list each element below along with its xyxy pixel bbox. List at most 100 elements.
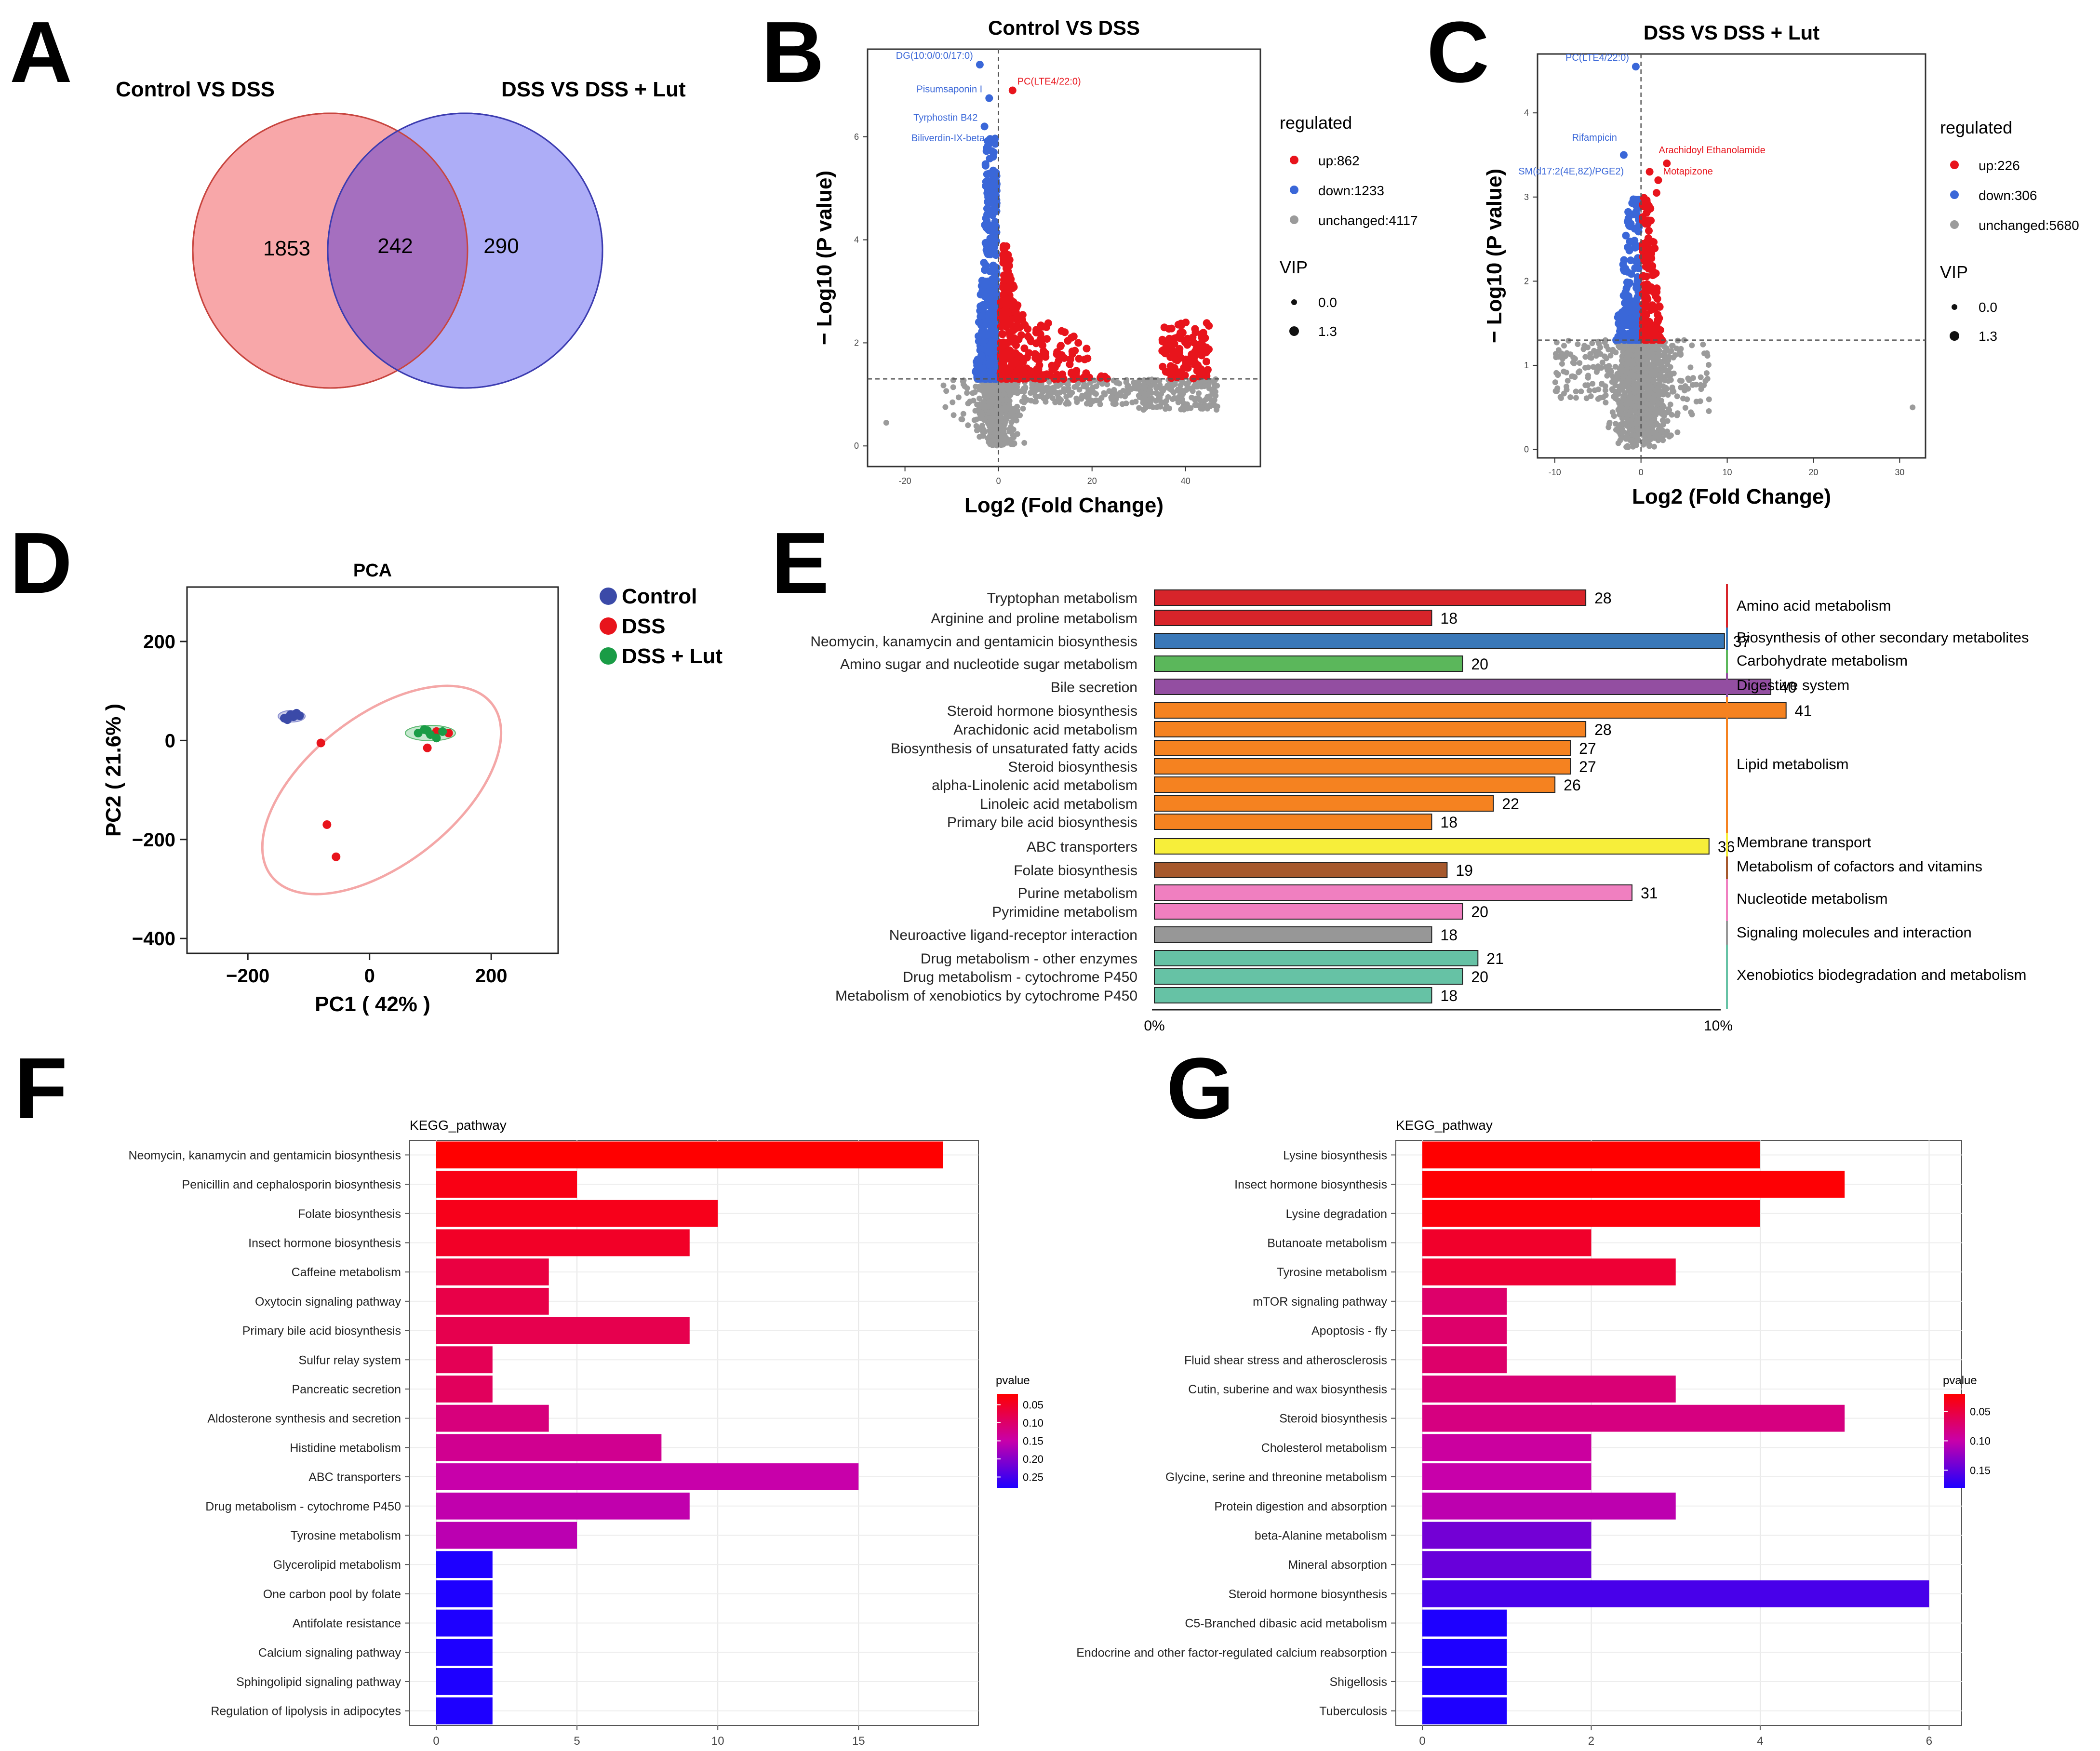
class-label: Xenobiotics biodegradation and metabolis… [1737, 966, 2026, 983]
point-down [983, 170, 991, 178]
point-up [1003, 295, 1012, 303]
point-up [1645, 216, 1653, 225]
plot-frame [186, 586, 559, 954]
point-annotation: Pisumsaponin I [917, 84, 983, 95]
point-unchanged [1075, 380, 1081, 387]
point-unchanged [1630, 440, 1636, 446]
y-tick-label: 2 [1524, 276, 1529, 286]
colorbar-tick-label: 0.05 [1970, 1406, 1991, 1418]
legend-swatch-down [1950, 190, 1959, 199]
point-annotation: Arachidoyl Ethanolamide [1659, 145, 1766, 156]
venn-label-right: DSS VS DSS + Lut [501, 78, 686, 101]
point-unchanged [1910, 404, 1916, 411]
point-unchanged [1184, 405, 1190, 412]
point-up [1006, 355, 1015, 363]
y-tick-label: 0 [165, 730, 175, 751]
point-up [998, 330, 1006, 338]
point-down [985, 311, 993, 319]
pathway-label: Primary bile acid biosynthesis [947, 815, 1137, 830]
pca-point [283, 715, 292, 724]
panel-letter-a: A [10, 4, 72, 101]
point-unchanged [1009, 411, 1016, 417]
kegg-pathway-label: Sulfur relay system [298, 1353, 401, 1367]
point-up [1000, 276, 1008, 284]
chart-title: KEGG_pathway [1396, 1118, 1493, 1133]
point-down [1619, 292, 1628, 300]
kegg-pathway-label: Neomycin, kanamycin and gentamicin biosy… [128, 1149, 401, 1162]
point-unchanged [950, 384, 956, 390]
kegg-pathway-label: Pancreatic secretion [292, 1383, 401, 1396]
kegg-pathway-label: Cholesterol metabolism [1261, 1441, 1387, 1455]
point-up [1172, 356, 1180, 364]
point-unchanged [990, 398, 996, 404]
kegg-bar [1422, 1404, 1845, 1432]
kegg-bar [1422, 1376, 1676, 1403]
point-down [983, 204, 991, 213]
point-down [986, 360, 994, 368]
kegg-bar [436, 1229, 690, 1256]
y-tick-label: −400 [132, 928, 175, 949]
pathway-label: Neomycin, kanamycin and gentamicin biosy… [810, 634, 1137, 650]
point-unchanged [1620, 429, 1627, 435]
point-up [1008, 86, 1017, 94]
class-label: Lipid metabolism [1737, 756, 1849, 773]
panel-letter-d: D [10, 515, 72, 612]
point-unchanged [1168, 387, 1175, 393]
point-unchanged [1689, 342, 1695, 348]
point-unchanged [1704, 353, 1711, 359]
venn-count-left: 1853 [263, 237, 310, 260]
kegg-bar [436, 1522, 577, 1549]
point-unchanged [1194, 402, 1200, 408]
kegg-bar [1422, 1580, 1929, 1607]
point-unchanged [1590, 364, 1596, 370]
point-down [984, 296, 992, 305]
point-unchanged [1192, 382, 1198, 388]
point-unchanged [1195, 396, 1202, 402]
pathway-bar [1154, 776, 1556, 793]
point-unchanged [1660, 437, 1666, 443]
point-up [1032, 329, 1040, 336]
point-unchanged [1588, 393, 1594, 399]
point-up [1020, 344, 1029, 352]
point-unchanged [1201, 383, 1207, 389]
vip-label: 0.0 [1979, 300, 1997, 315]
point-up [1645, 265, 1653, 273]
kegg-bar [1422, 1141, 1760, 1169]
point-up [1647, 306, 1655, 314]
pathway-bar [1154, 721, 1587, 737]
point-unchanged [1636, 373, 1642, 379]
kegg-bar [1422, 1551, 1592, 1578]
pathway-bar [1154, 633, 1725, 649]
kegg-pathway-label: Aldosterone synthesis and secretion [207, 1412, 401, 1426]
point-up [1005, 272, 1014, 280]
point-unchanged [987, 428, 993, 433]
pathway-label: Amino sugar and nucleotide sugar metabol… [840, 656, 1137, 672]
point-unchanged [1147, 387, 1153, 393]
point-up [1652, 324, 1660, 332]
point-unchanged [1603, 400, 1609, 406]
x-tick-label: 0 [433, 1735, 439, 1748]
point-unchanged [1623, 399, 1630, 405]
point-up [1012, 372, 1020, 380]
point-up [1197, 330, 1205, 338]
point-unchanged [1682, 405, 1688, 411]
point-unchanged [1102, 391, 1108, 398]
point-down [980, 281, 989, 289]
class-label: Membrane transport [1737, 834, 1872, 851]
point-down [981, 161, 990, 170]
point-up [1025, 349, 1033, 357]
kegg-bar-chart-g: KEGG_pathway 0 2 4 6 Lysine biosynthesis Insec… [1076, 1118, 1991, 1748]
point-up [1655, 302, 1663, 310]
point-unchanged [1657, 391, 1663, 397]
point-unchanged [1153, 385, 1160, 391]
x-axis-label: Log2 (Fold Change) [964, 494, 1164, 517]
point-down [1621, 299, 1629, 307]
chart-title: PCA [353, 561, 392, 581]
point-unchanged [1186, 386, 1192, 392]
point-unchanged [1655, 399, 1661, 405]
y-tick-label: 6 [854, 132, 859, 142]
kegg-pathway-label: Butanoate metabolism [1267, 1236, 1387, 1250]
pathway-bar [1154, 814, 1432, 830]
point-unchanged [1649, 363, 1656, 369]
kegg-bar [436, 1463, 859, 1490]
